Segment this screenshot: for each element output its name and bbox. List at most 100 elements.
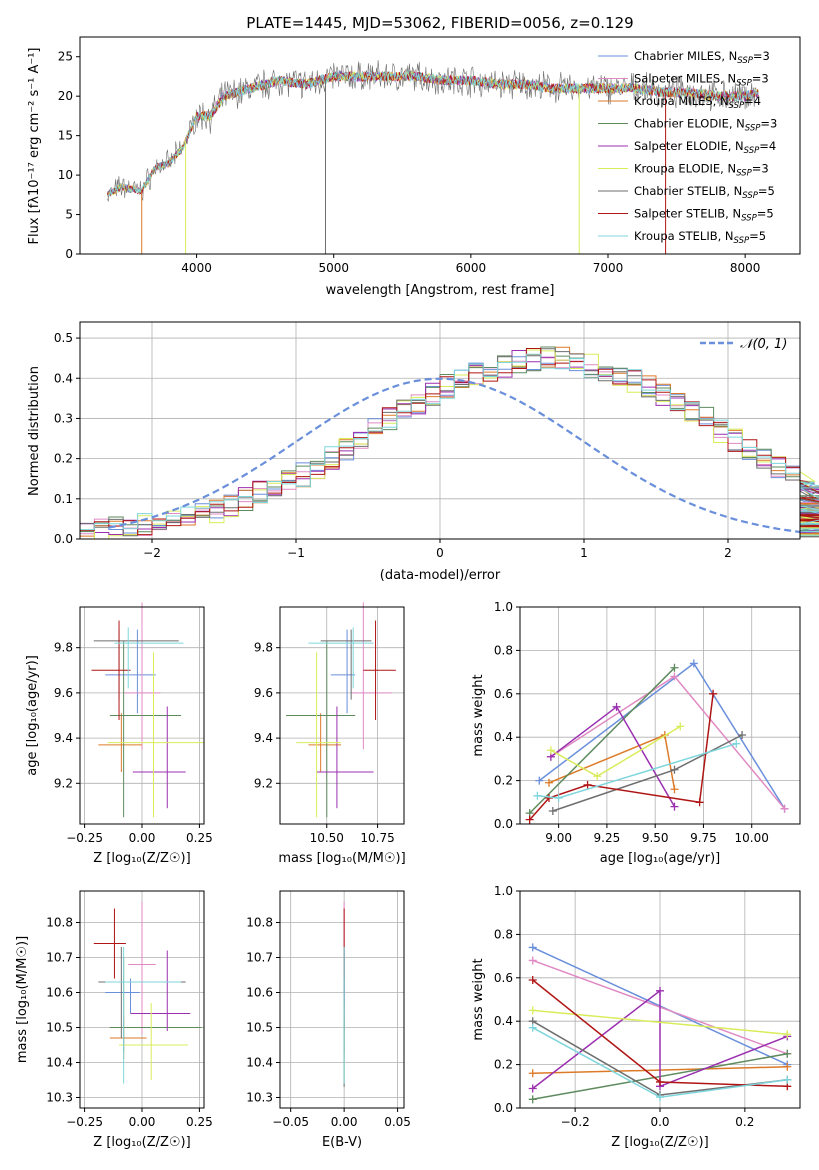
- histogram-series-2: [80, 357, 819, 537]
- ytick-label: 9.8: [254, 641, 273, 655]
- xtick-label: 0.00: [129, 831, 156, 845]
- histogram-xtick-label: 1: [580, 546, 588, 560]
- mass-vs-metallicity-panel: −0.25 0.00 0.25 10.3 10.4 10.5 10.6 10.7 10.8 Z […: [15, 890, 213, 1150]
- p5-data: [525, 659, 789, 824]
- spectrum-xtick-label: 5000: [318, 261, 349, 275]
- ytick-label: 10.6: [246, 986, 273, 1000]
- ytick-label: 0.2: [494, 774, 513, 788]
- ytick-label: 0.2: [494, 1058, 513, 1072]
- ytick-label: 0.6: [494, 687, 513, 701]
- ytick-label: 9.2: [254, 776, 273, 790]
- xtick-label: −0.05: [272, 1115, 309, 1129]
- weight-marker: [528, 1023, 537, 1032]
- ytick-label: 0.8: [494, 927, 513, 941]
- xtick-label: −0.25: [66, 1115, 103, 1129]
- weight-marker: [533, 791, 542, 800]
- weight-marker: [583, 780, 592, 789]
- ytick-label: 1.0: [494, 884, 513, 898]
- p6-ticks: −0.25 0.00 0.25 10.3 10.4 10.5 10.6 10.7 10.8: [46, 916, 212, 1130]
- xtick-label: 0.05: [384, 1115, 411, 1129]
- xtick-label: 0.0: [650, 1115, 669, 1129]
- ytick-label: 10.4: [46, 1056, 73, 1070]
- histogram-series-9: [80, 353, 819, 536]
- spectrum-xtick-label: 4000: [181, 261, 212, 275]
- spectrum-xtick-label: 7000: [593, 261, 624, 275]
- weight-marker: [525, 815, 534, 824]
- p4-frame: [279, 606, 405, 825]
- weight-line-5: [532, 989, 788, 1090]
- ytick-label: 9.4: [254, 731, 273, 745]
- weight-marker: [670, 785, 679, 794]
- spectrum-panel: PLATE=1445, MJD=53062, FIBERID=0056, z=0…: [27, 14, 801, 298]
- weight-marker: [535, 776, 544, 785]
- histogram-ytick-label: 0.4: [54, 371, 73, 385]
- age-vs-mass-panel: 10.50 10.75 9.2 9.4 9.6 9.8 mass [log₁₀(M/M☉)]: [254, 602, 406, 866]
- p5-xlabel: age [log₁₀(age/yr)]: [600, 851, 721, 866]
- weight-marker: [612, 702, 621, 711]
- p3-ylabel: age [log₁₀(age/yr)]: [25, 655, 40, 776]
- weight-marker: [528, 1069, 537, 1078]
- ytick-label: 10.4: [246, 1056, 273, 1070]
- weight-marker: [554, 793, 563, 802]
- weight-marker: [656, 986, 664, 995]
- spectrum-legend-label: Kroupa MILES, NSSP=4: [634, 94, 761, 111]
- spectrum-series-9: [107, 70, 759, 197]
- spectrum-frame: [79, 36, 801, 255]
- ytick-label: 10.5: [46, 1021, 73, 1035]
- histogram-xtick-label: 0: [436, 546, 444, 560]
- xtick-label: 0.2: [735, 1115, 754, 1129]
- age-vs-metallicity-panel: −0.25 0.00 0.25 9.2 9.4 9.6 9.8 Z [log₁₀(Z/Z☉)]…: [25, 602, 213, 866]
- xtick-label: 9.50: [642, 831, 669, 845]
- spectrum-xlabel: wavelength [Angstrom, rest frame]: [326, 283, 555, 298]
- spectrum-ytick-label: 15: [58, 129, 73, 143]
- weight-marker: [528, 943, 537, 952]
- legend-normal-label: 𝒩(0, 1): [740, 337, 787, 352]
- ytick-label: 10.3: [246, 1091, 273, 1105]
- spectrum-legend-label: Kroupa STELIB, NSSP=5: [634, 229, 766, 246]
- p8-xlabel: Z [log₁₀(Z/Z☉)]: [611, 1135, 708, 1150]
- xtick-label: 0.25: [186, 831, 213, 845]
- p5-ylabel: mass weight: [471, 674, 486, 756]
- p5-grid: [520, 606, 800, 825]
- weight-marker: [528, 1084, 537, 1093]
- ytick-label: 0.0: [494, 1101, 513, 1115]
- normal-reference-curve: [108, 377, 801, 534]
- spectrum-legend-label: Chabrier ELODIE, NSSP=3: [634, 117, 777, 134]
- ytick-label: 10.7: [246, 951, 273, 965]
- spectrum-xtick-label: 6000: [456, 261, 487, 275]
- weight-marker: [528, 956, 537, 965]
- xtick-label: 9.75: [690, 831, 717, 845]
- spectrum-ytick-label: 10: [58, 168, 73, 182]
- weight-marker: [656, 1077, 664, 1086]
- p8-ylabel: mass weight: [471, 958, 486, 1040]
- histogram-ytick-label: 0.5: [54, 331, 73, 345]
- ytick-label: 10.8: [46, 916, 73, 930]
- xtick-label: 0.00: [129, 1115, 156, 1129]
- weight-marker: [689, 659, 698, 668]
- spectrum-legend-label: Kroupa ELODIE, NSSP=3: [634, 162, 769, 179]
- spectrum-title: PLATE=1445, MJD=53062, FIBERID=0056, z=0…: [246, 14, 633, 32]
- weight-marker: [544, 778, 553, 787]
- p7-frame: [279, 890, 405, 1109]
- weight-marker: [548, 806, 557, 815]
- weight-marker: [783, 1075, 792, 1084]
- xtick-label: 10.00: [735, 831, 769, 845]
- p6-data: [93, 901, 202, 1084]
- p4-xlabel: mass [log₁₀(M/M☉)]: [278, 851, 405, 866]
- p7-grid: [280, 891, 404, 1108]
- histogram-ytick-label: 0.0: [54, 532, 73, 546]
- spectrum-ytick-label: 25: [58, 50, 73, 64]
- p7-ticks: −0.05 0.00 0.05 10.3 10.4 10.5 10.6 10.7 10.8: [246, 916, 411, 1130]
- xtick-label: 0.00: [331, 1115, 358, 1129]
- weight-marker: [780, 804, 789, 813]
- xtick-label: 10.50: [310, 831, 344, 845]
- weight-marker: [528, 975, 537, 984]
- xtick-label: 9.00: [545, 831, 572, 845]
- mass-vs-extinction-panel: −0.05 0.00 0.05 10.3 10.4 10.5 10.6 10.7 10.8 E(B…: [246, 890, 411, 1150]
- histogram-xtick-label: −2: [143, 546, 161, 560]
- histogram-xtick-label: 2: [724, 546, 732, 560]
- spectrum-ticks: 4000 5000 6000 7000 8000 0 5 10 15 20 25: [58, 50, 761, 275]
- p6-xlabel: Z [log₁₀(Z/Z☉)]: [93, 1135, 190, 1150]
- weight-marker: [783, 1049, 792, 1058]
